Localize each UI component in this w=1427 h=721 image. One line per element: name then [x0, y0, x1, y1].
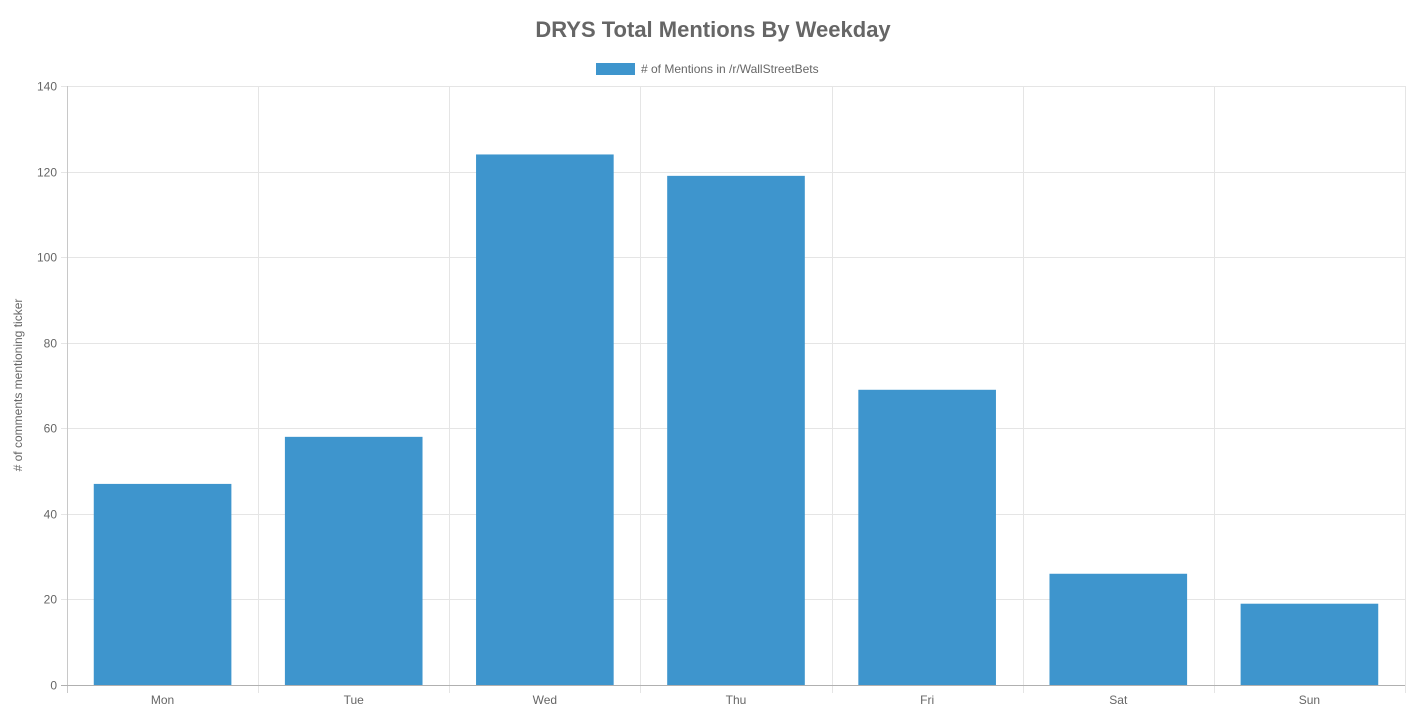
- y-tick-label: 20: [44, 593, 58, 607]
- bar-fri[interactable]: [858, 389, 996, 685]
- x-tick-label: Tue: [344, 693, 365, 707]
- x-tick-label: Sun: [1299, 693, 1320, 707]
- y-tick-label: 80: [44, 337, 58, 351]
- bars: [93, 154, 1379, 685]
- legend[interactable]: # of Mentions in /r/WallStreetBets: [596, 62, 819, 76]
- y-tick-label: 120: [37, 166, 57, 180]
- bar-mon[interactable]: [93, 483, 232, 685]
- bar-sat[interactable]: [1049, 573, 1188, 685]
- x-tick-labels: Mon Tue Wed Thu Fri Sat Sun: [151, 693, 1320, 707]
- x-tick-label: Mon: [151, 693, 174, 707]
- bar-thu[interactable]: [667, 175, 805, 685]
- bar-wed[interactable]: [476, 154, 614, 685]
- y-tick-label: 100: [37, 251, 57, 265]
- x-tick-label: Thu: [726, 693, 747, 707]
- y-tick-labels: 0 20 40 60 80 100 120 140: [37, 80, 57, 693]
- legend-swatch[interactable]: [596, 63, 635, 75]
- y-tick-label: 40: [44, 508, 58, 522]
- y-axis-title: # of comments mentioning ticker: [11, 299, 25, 472]
- bar-tue[interactable]: [284, 436, 423, 685]
- x-tick-label: Sat: [1109, 693, 1128, 707]
- legend-label[interactable]: # of Mentions in /r/WallStreetBets: [641, 62, 819, 76]
- chart-title: DRYS Total Mentions By Weekday: [535, 17, 891, 42]
- y-tick-label: 0: [50, 679, 57, 693]
- y-tick-label: 140: [37, 80, 57, 94]
- x-tick-label: Fri: [920, 693, 934, 707]
- y-tick-label: 60: [44, 422, 58, 436]
- bar-sun[interactable]: [1240, 603, 1379, 685]
- axes: [61, 86, 1405, 693]
- x-tick-label: Wed: [533, 693, 557, 707]
